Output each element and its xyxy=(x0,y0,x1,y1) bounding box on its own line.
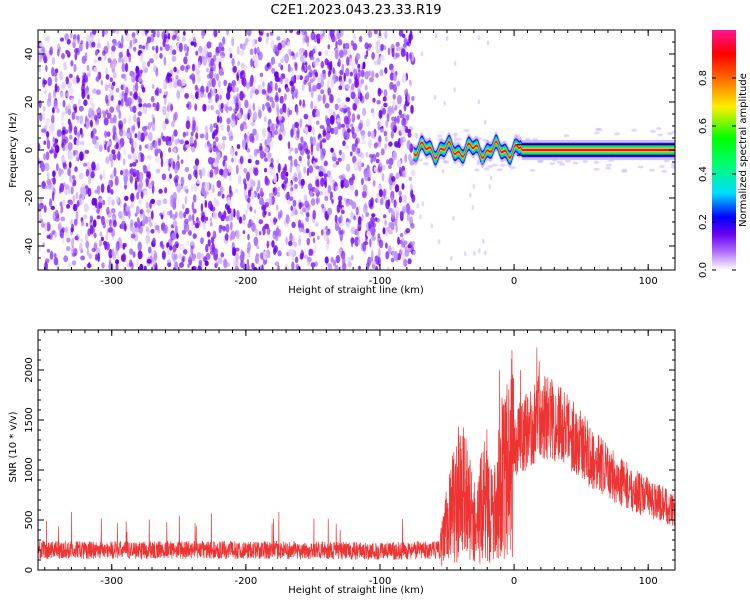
colorbar-tick-0: 0.0 xyxy=(698,262,709,278)
spectrogram-y-axis-label: Frequency (Hz) xyxy=(8,112,19,188)
snr-y-axis-label: SNR (10 * v/v) xyxy=(8,411,19,482)
spectrogram-y-tick-2: 0 xyxy=(24,147,35,153)
spectrogram-x-tick-2: -100 xyxy=(369,276,392,287)
spectrogram-x-tick-3: 0 xyxy=(511,276,517,287)
colorbar-gradient xyxy=(712,30,736,270)
figure-title: C2E1.2023.043.23.33.R19 xyxy=(270,3,441,18)
snr-marks xyxy=(38,347,675,567)
snr-x-tick-0: -300 xyxy=(100,576,123,587)
snr-x-axis-label: Height of straight line (km) xyxy=(288,585,424,596)
spectrogram-y-tick-1: -20 xyxy=(24,190,35,206)
spectrogram-marks xyxy=(38,30,675,270)
snr-series-line xyxy=(38,347,675,567)
spectrogram-x-axis-label: Height of straight line (km) xyxy=(288,285,424,296)
colorbar-tick-3: 0.6 xyxy=(698,118,709,134)
spectrogram-y-tick-3: 20 xyxy=(24,96,35,109)
colorbar-tick-4: 0.8 xyxy=(698,70,709,86)
colorbar-tick-2: 0.4 xyxy=(698,166,709,182)
snr-y-tick-4: 2000 xyxy=(24,357,35,382)
colorbar-tick-1: 0.2 xyxy=(698,214,709,230)
spectrogram-x-tick-0: -300 xyxy=(100,276,123,287)
snr-x-tick-2: -100 xyxy=(369,576,392,587)
snr-y-tick-1: 500 xyxy=(24,510,35,529)
spectrogram-y-tick-0: -40 xyxy=(24,238,35,254)
snr-y-tick-2: 1000 xyxy=(24,457,35,482)
snr-y-tick-3: 1500 xyxy=(24,407,35,432)
colorbar: 0.0 0.2 0.4 0.6 0.8 Normalized spectral ampl… xyxy=(698,30,749,278)
spectrogram-x-tick-4: 100 xyxy=(639,276,658,287)
snr-x-tick-3: 0 xyxy=(511,576,517,587)
spectrogram-x-tick-1: -200 xyxy=(235,276,258,287)
snr-x-tick-4: 100 xyxy=(639,576,658,587)
snr-y-tick-0: 0 xyxy=(24,567,35,573)
spectrogram-y-tick-4: 40 xyxy=(24,48,35,61)
snr-x-tick-1: -200 xyxy=(235,576,258,587)
colorbar-label: Normalized spectral amplitude xyxy=(738,73,749,227)
